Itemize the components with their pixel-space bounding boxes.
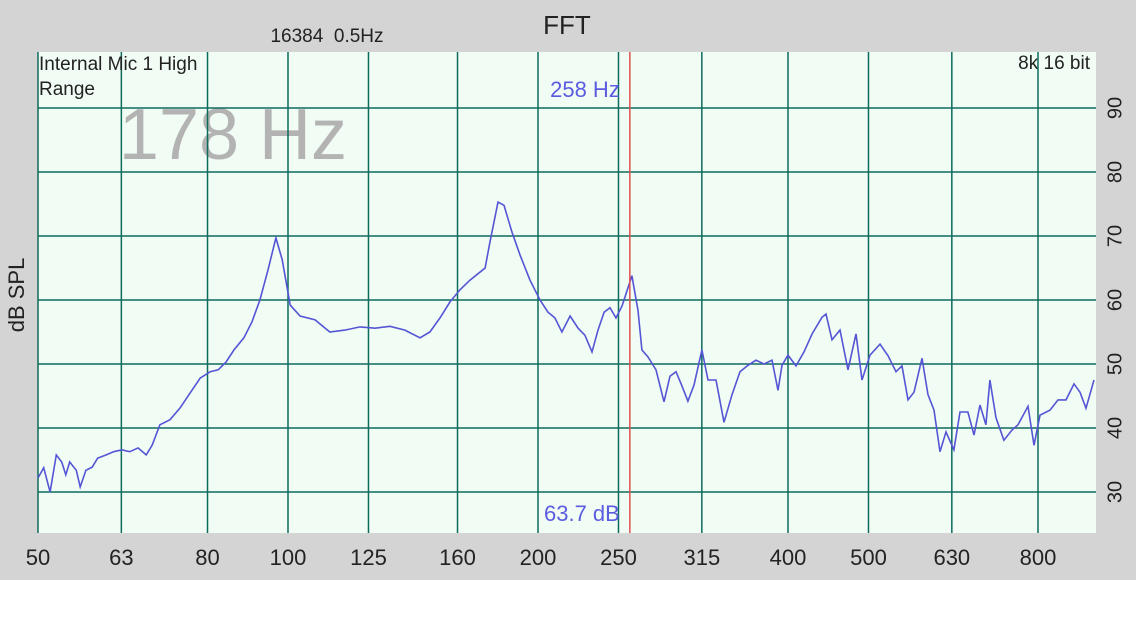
x-tick-label: 50: [26, 545, 50, 570]
peak-label: 178 Hz: [119, 95, 347, 175]
x-tick-label: 200: [520, 545, 557, 570]
source-label: Internal Mic 1 High Range: [39, 54, 198, 100]
format-label: 8k 16 bit: [1018, 53, 1091, 74]
x-tick-label: 250: [600, 545, 637, 570]
x-tick-label: 63: [109, 545, 133, 570]
x-tick-label: 160: [439, 545, 476, 570]
spectrum-line: [37, 200, 1095, 493]
x-tick-label: 125: [350, 545, 387, 570]
cursor-frequency-label: 258 Hz: [550, 77, 620, 102]
y-tick-label: 60: [1104, 289, 1126, 311]
y-tick-label: 90: [1104, 97, 1126, 119]
x-tick-label: 500: [850, 545, 887, 570]
x-tick-label: 80: [195, 545, 219, 570]
chart-subtitle: 16384 0.5Hz: [270, 26, 383, 47]
plot-area: [38, 52, 1096, 533]
cursor-level-label: 63.7 dB: [544, 501, 620, 526]
y-tick-label: 80: [1104, 161, 1126, 183]
y-tick-label: 70: [1104, 225, 1126, 247]
x-tick-label: 630: [933, 545, 970, 570]
chart-title: FFT: [543, 10, 591, 40]
y-tick-label: 50: [1104, 353, 1126, 375]
y-axis-label: dB SPL: [4, 258, 29, 333]
x-tick-label: 100: [270, 545, 307, 570]
x-tick-label: 315: [683, 545, 720, 570]
x-tick-label: 400: [770, 545, 807, 570]
x-tick-label: 800: [1020, 545, 1057, 570]
y-tick-label: 30: [1104, 481, 1126, 503]
y-tick-label: 40: [1104, 417, 1126, 439]
